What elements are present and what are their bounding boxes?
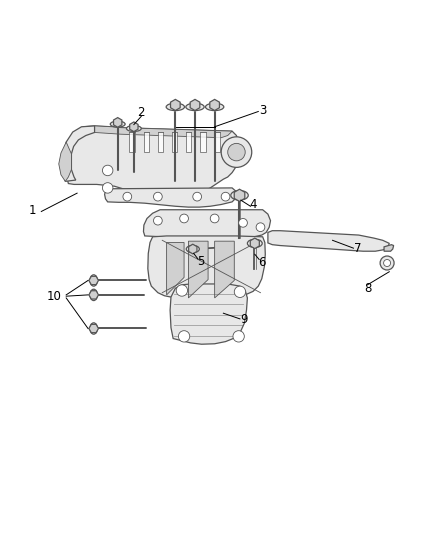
Polygon shape: [166, 243, 184, 295]
Polygon shape: [130, 122, 138, 132]
Circle shape: [221, 137, 252, 167]
Text: 1: 1: [28, 204, 36, 217]
Text: 6: 6: [258, 256, 265, 269]
Polygon shape: [188, 241, 208, 298]
Polygon shape: [148, 236, 265, 299]
Polygon shape: [158, 132, 163, 152]
Polygon shape: [384, 245, 394, 251]
Polygon shape: [95, 126, 232, 138]
Polygon shape: [113, 118, 122, 127]
Polygon shape: [210, 99, 219, 110]
Polygon shape: [59, 142, 71, 181]
Polygon shape: [66, 126, 239, 203]
Polygon shape: [170, 284, 247, 344]
Circle shape: [176, 285, 187, 296]
Circle shape: [239, 219, 247, 227]
Circle shape: [123, 192, 132, 201]
Polygon shape: [89, 276, 99, 285]
Text: 9: 9: [240, 313, 248, 326]
Text: 4: 4: [249, 198, 257, 211]
Polygon shape: [201, 132, 206, 152]
Text: 2: 2: [138, 106, 145, 119]
Polygon shape: [215, 241, 234, 298]
Polygon shape: [186, 132, 191, 152]
Circle shape: [102, 183, 113, 193]
Circle shape: [102, 165, 113, 176]
Ellipse shape: [186, 245, 199, 253]
Polygon shape: [130, 132, 135, 152]
Polygon shape: [89, 290, 99, 299]
Circle shape: [178, 330, 190, 342]
Ellipse shape: [247, 239, 262, 247]
Polygon shape: [172, 132, 177, 152]
Circle shape: [384, 260, 391, 266]
Ellipse shape: [186, 103, 204, 110]
Circle shape: [221, 192, 230, 201]
Circle shape: [234, 286, 246, 297]
Circle shape: [256, 223, 265, 231]
Circle shape: [180, 214, 188, 223]
Polygon shape: [189, 244, 197, 254]
Circle shape: [233, 330, 244, 342]
Text: 8: 8: [364, 282, 371, 295]
Polygon shape: [144, 132, 149, 152]
Polygon shape: [105, 188, 237, 207]
Ellipse shape: [205, 103, 224, 110]
Text: 3: 3: [259, 104, 266, 117]
Circle shape: [380, 256, 394, 270]
Text: 10: 10: [46, 290, 61, 303]
Ellipse shape: [90, 289, 97, 301]
Circle shape: [210, 214, 219, 223]
Polygon shape: [215, 132, 220, 152]
Ellipse shape: [127, 125, 141, 132]
Ellipse shape: [166, 103, 184, 110]
Circle shape: [153, 192, 162, 201]
Ellipse shape: [90, 275, 97, 286]
Ellipse shape: [231, 190, 248, 200]
Ellipse shape: [90, 323, 97, 334]
Circle shape: [153, 216, 162, 225]
Text: 5: 5: [197, 255, 205, 268]
Circle shape: [228, 143, 245, 161]
Polygon shape: [250, 238, 259, 248]
Polygon shape: [63, 126, 95, 181]
Text: 7: 7: [354, 241, 362, 255]
Polygon shape: [234, 189, 245, 201]
Polygon shape: [170, 99, 180, 110]
Polygon shape: [89, 325, 99, 333]
Polygon shape: [190, 99, 200, 110]
Circle shape: [193, 192, 201, 201]
Polygon shape: [144, 210, 271, 237]
Polygon shape: [268, 231, 389, 251]
Ellipse shape: [110, 121, 125, 127]
